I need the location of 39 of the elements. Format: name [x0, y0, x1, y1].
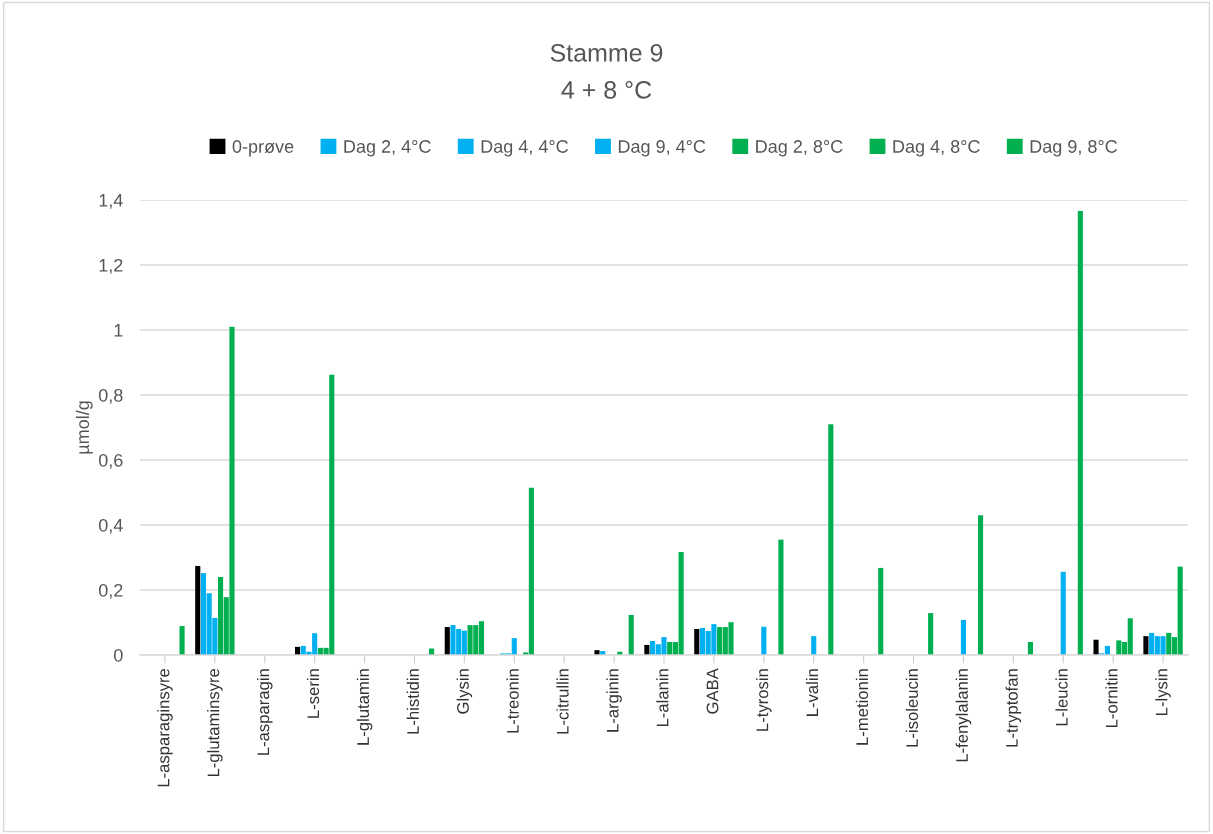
legend-label: 0-prøve: [232, 140, 294, 157]
x-tick-label: GABA: [706, 668, 719, 714]
x-tick-label: L-asparaginsyre: [157, 668, 173, 787]
x-tick-label: L-metionin: [855, 669, 869, 745]
x-tick-label: Glysin: [456, 669, 473, 714]
x-tick-label: L-isoleucin: [905, 669, 918, 747]
legend-label: Dag 9, 4°C: [618, 140, 706, 157]
x-tick-label: L-tryptofan: [1005, 669, 1022, 747]
x-tick-label: L-treonin: [506, 669, 519, 733]
y-tick-label: 0,6: [98, 453, 123, 469]
x-tick-label: L-leucin: [1055, 669, 1068, 726]
x-tick-label: L-asparagin: [256, 669, 273, 755]
x-tick-label: L-fenylalanin: [955, 669, 972, 762]
x-tick-label: L-alanin: [656, 669, 669, 727]
legend-label: Dag 4, 8°C: [893, 140, 980, 157]
chart-title: Stamme 9: [550, 44, 663, 62]
y-tick-label: 1: [114, 324, 123, 337]
y-tick-label: 1,4: [99, 194, 123, 209]
x-tick-label: L-glutamin: [356, 669, 373, 745]
chart-subtitle: 4 + 8 °C: [561, 81, 652, 99]
legend-label: Dag 2, 4°C: [344, 140, 431, 157]
x-tick-label: L-tyrosin: [756, 669, 772, 731]
y-axis-title: µmol/g: [75, 401, 93, 454]
y-tick-label: 0,8: [98, 388, 123, 404]
x-tick-label: L-lysin: [1155, 669, 1171, 715]
x-tick-label: L-citrullin: [556, 669, 569, 734]
y-tick-label: 0,2: [98, 583, 123, 599]
legend-label: Dag 9, 8°C: [1030, 140, 1118, 157]
x-tick-label: L-valin: [805, 669, 819, 716]
y-tick-label: 0,4: [98, 518, 123, 534]
legend-label: Dag 4, 4°C: [481, 140, 568, 157]
x-tick-label: L-serin: [306, 669, 320, 718]
legend-label: Dag 2, 8°C: [756, 140, 843, 157]
x-tick-label: L-histidin: [406, 669, 419, 734]
x-tick-label: L-ornitin: [1105, 669, 1118, 728]
y-tick-label: 1,2: [99, 258, 123, 274]
x-tick-label: L-arginin: [606, 669, 622, 732]
y-tick-label: 0: [114, 648, 123, 662]
x-tick-label: L-glutaminsyre: [207, 668, 223, 777]
